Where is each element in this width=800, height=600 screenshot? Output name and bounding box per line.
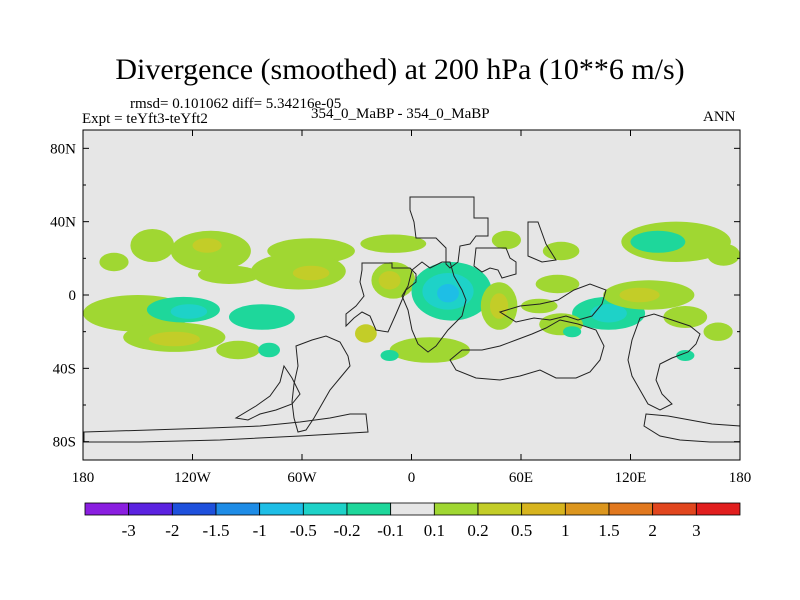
coastline-antarctic-peninsula [234, 364, 301, 421]
field-region-13 [148, 331, 200, 347]
x-tick-label: 60W [287, 470, 317, 486]
field-region-37 [663, 306, 708, 328]
field-region-25 [355, 324, 377, 343]
y-tick-label: 0 [69, 288, 77, 304]
field-region-27 [491, 230, 521, 250]
coastline-asia [473, 247, 517, 279]
field-region-24 [389, 337, 470, 363]
field-region-1 [130, 229, 175, 262]
x-tick-label: 60E [509, 470, 533, 486]
y-tick-label: 40N [50, 215, 76, 231]
field-region-10 [170, 304, 208, 319]
field-region-18 [378, 271, 401, 290]
y-tick-label: 80N [50, 141, 76, 157]
colorbar-label: -3 [122, 521, 136, 540]
chart-title: Divergence (smoothed) at 200 hPa (10**6 … [115, 53, 685, 86]
field-region-7 [292, 265, 330, 281]
colorbar-label: -2 [165, 521, 179, 540]
field-region-26 [380, 350, 399, 361]
coastline-indochina [498, 283, 607, 323]
coastline-africa [401, 261, 467, 353]
colorbar-label: 0.2 [467, 521, 488, 540]
colorbar-swatch-14 [695, 502, 741, 516]
field-region-16 [360, 234, 427, 253]
y-tick-label: 40S [53, 361, 76, 377]
colorbar-swatch-0 [84, 502, 130, 516]
field-region-39 [630, 230, 686, 253]
x-tick-label: 120E [615, 470, 647, 486]
field-region-32 [590, 304, 627, 323]
field-region-4 [198, 265, 260, 284]
colorbar-label: -0.2 [334, 521, 361, 540]
field-region-41 [703, 322, 733, 341]
colorbar-label: 3 [692, 521, 701, 540]
coastline-indonesia [449, 319, 605, 381]
coastline-outlines [83, 196, 741, 443]
left-label: Expt = teYft3-teYft2 [82, 111, 208, 127]
field-region-28 [542, 241, 580, 261]
field-region-29 [535, 274, 580, 294]
x-tick-label: 180 [729, 470, 752, 486]
colorbar-swatch-5 [302, 502, 348, 516]
colorbar-label: 0.5 [511, 521, 532, 540]
colorbar-swatch-3 [215, 502, 261, 516]
stats-text: rmsd= 0.101062 diff= 5.34216e-05 [130, 96, 342, 112]
coastline-antarctica-west [83, 413, 369, 443]
colorbar-swatch-7 [390, 502, 435, 516]
field-region-15 [258, 342, 280, 358]
colorbar-label: 2 [648, 521, 657, 540]
colorbar-label: -0.1 [377, 521, 404, 540]
coastline-arabia [527, 221, 557, 263]
y-tick-label: 80S [53, 435, 76, 451]
center-label: 354_0_MaBP - 354_0_MaBP [311, 106, 490, 122]
colorbar-label: 0.1 [424, 521, 445, 540]
colorbar-label: -0.5 [290, 521, 317, 540]
field-region-0 [99, 252, 129, 272]
field-region-34 [563, 326, 582, 338]
colorbar-swatch-4 [259, 502, 304, 516]
colorbar-swatch-10 [521, 502, 566, 516]
coastline-south-america [291, 335, 351, 433]
colorbar-swatch-6 [346, 502, 392, 516]
colorbar-swatch-12 [608, 502, 654, 516]
x-tick-label: 180 [72, 470, 95, 486]
field-region-36 [619, 287, 660, 303]
x-tick-label: 0 [408, 470, 416, 486]
x-tick-label: 120W [174, 470, 212, 486]
colorbar-swatch-11 [564, 502, 610, 516]
field-region-21 [437, 284, 459, 303]
field-region-14 [216, 340, 260, 360]
colorbar-swatch-2 [171, 502, 217, 516]
colorbar-swatch-13 [652, 502, 697, 516]
colorbar-label: -1.5 [203, 521, 230, 540]
colorbar-swatch-8 [433, 502, 479, 516]
colorbar-swatch-9 [477, 502, 523, 516]
field-region-42 [676, 350, 695, 361]
field-region-40 [707, 243, 740, 266]
field-region-3 [192, 238, 222, 253]
field-region-11 [229, 304, 295, 330]
colorbar-label: -1 [253, 521, 267, 540]
coastline-europe [409, 196, 489, 269]
colorbar-label: 1.5 [598, 521, 619, 540]
coastline-australia [627, 313, 701, 411]
right-label: ANN [703, 109, 736, 125]
colorbar-label: 1 [561, 521, 570, 540]
field-region-23 [490, 293, 509, 319]
colorbar-swatch-1 [128, 502, 173, 516]
